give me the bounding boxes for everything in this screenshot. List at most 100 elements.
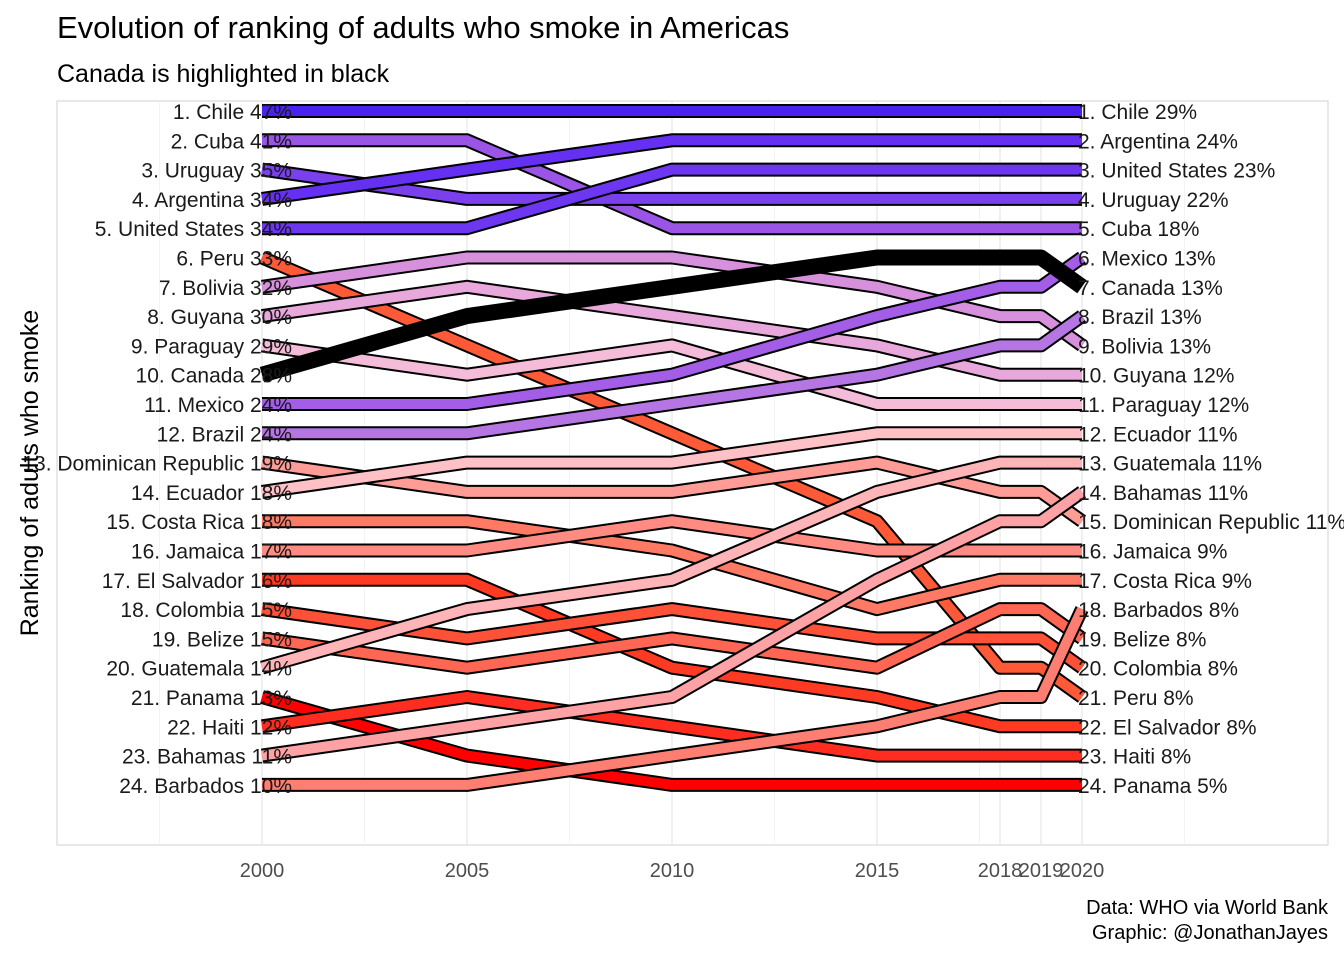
series-guyana [261,279,1082,382]
right-label: 6. Mexico 13% [1078,248,1216,271]
series-united-states [262,162,1082,236]
left-label: 17. El Salvador 16% [102,570,292,593]
series-line-uruguay [261,164,1082,204]
series-line-cuba [262,135,1082,234]
series-el-salvador [262,572,1082,734]
caption: Data: WHO via World Bank Graphic: @Jonat… [1086,896,1328,946]
series-line-guyana [261,281,1082,380]
series-line-belize [261,604,1085,673]
left-label: 9. Paraguay 29% [131,335,292,358]
right-label: 19. Belize 8% [1078,628,1206,651]
series-line-guatemala [260,457,1082,673]
series-paraguay [261,338,1082,411]
right-label: 18. Barbados 8% [1078,599,1239,622]
left-label: 23. Bahamas 11% [122,746,292,769]
series-line-paraguay [261,340,1082,409]
series-line-peru [260,252,1085,702]
left-label: 14. Ecuador 18% [131,482,292,505]
right-label: 12. Ecuador 11% [1078,423,1238,446]
right-label: 13. Guatemala 11% [1078,453,1262,476]
x-tick-label: 2000 [240,860,285,882]
right-label: 22. El Salvador 8% [1078,716,1257,739]
left-label: 13. Dominican Republic 19% [22,453,292,476]
chart-title: Evolution of ranking of adults who smoke… [57,10,790,45]
left-label: 19. Belize 15% [152,628,292,651]
left-label: 1. Chile 47% [173,101,292,124]
series-line-bolivia [261,252,1085,350]
right-label: 4. Uruguay 22% [1078,189,1229,212]
right-label: 20. Colombia 8% [1078,658,1238,681]
series-bahamas [261,486,1087,763]
left-label: 11. Mexico 24% [144,394,292,417]
series-brazil [262,310,1087,441]
series-haiti [261,690,1082,763]
right-label: 1. Chile 29% [1078,101,1197,124]
left-label: 15. Costa Rica 18% [106,511,292,534]
series-line-colombia [261,604,1085,672]
left-label: 2. Cuba 41% [171,130,292,153]
series-jamaica [262,514,1082,558]
chart-subtitle: Canada is highlighted in black [57,60,390,88]
left-label: 8. Guyana 30% [147,306,292,329]
series-mexico [262,251,1087,411]
left-label: 4. Argentina 34% [132,189,292,212]
series-line-united-states [262,164,1082,234]
left-label: 21. Panama 13% [131,687,292,710]
left-label: 22. Haiti 12% [167,716,292,739]
series-line-barbados [262,606,1087,790]
series-cuba [262,133,1082,236]
caption-credit: Graphic: @JonathanJayes [1092,922,1328,944]
series-canada [259,249,1087,383]
left-label: 12. Brazil 24% [157,423,292,446]
right-label: 2. Argentina 24% [1078,130,1238,153]
right-label: 3. United States 23% [1078,160,1275,183]
series-line-el-salvador [262,574,1082,732]
series-line-ecuador [261,428,1082,497]
right-label: 17. Costa Rica 9% [1078,570,1252,593]
series-uruguay [261,162,1082,206]
right-label: 16. Jamaica 9% [1078,541,1227,564]
right-rank-labels: 1. Chile 29% 2. Argentina 24% 3. United St… [1078,101,1344,798]
x-tick-label: 2015 [855,860,900,882]
series-line-bahamas [261,487,1085,761]
right-label: 9. Bolivia 13% [1078,335,1211,358]
left-label: 18. Colombia 15% [120,599,292,622]
series-line-argentina [261,135,1082,204]
series-colombia [261,602,1087,674]
right-label: 10. Guyana 12% [1078,365,1234,388]
right-label: 23. Haiti 8% [1078,746,1191,769]
left-label: 20. Guatemala 14% [106,658,292,681]
series-belize [261,602,1087,675]
right-label: 21. Peru 8% [1078,687,1194,710]
left-label: 3. Uruguay 35% [141,160,292,183]
left-label: 24. Barbados 10% [119,775,292,798]
series-line-costa-rica [262,516,1082,615]
caption-source: Data: WHO via World Bank [1086,897,1328,919]
right-label: 8. Brazil 13% [1078,306,1202,329]
series-argentina [261,133,1082,206]
x-tick-label: 2020 [1060,860,1105,882]
series-line-canada [259,249,1087,383]
x-tick-label: 2018 [978,860,1023,882]
left-label: 5. United States 34% [95,218,292,241]
series-ecuador [261,426,1082,499]
y-axis-label: Ranking of adults who smoke [16,310,44,637]
series-barbados [262,606,1089,792]
left-label: 10. Canada 28% [136,365,292,388]
series-bolivia [261,250,1087,352]
x-tick-label: 2010 [650,860,695,882]
right-label: 15. Dominican Republic 11% [1078,511,1344,534]
left-label: 6. Peru 33% [176,248,292,271]
series-panama [260,690,1082,792]
series-line-haiti [261,692,1082,761]
series-peru [259,251,1087,703]
x-tick-label: 2019 [1019,860,1064,882]
series-guatemala [260,455,1082,675]
left-rank-labels: 1. Chile 47% 2. Cuba 41% 3. Uruguay 35% 4. … [22,101,292,798]
right-label: 24. Panama 5% [1078,775,1227,798]
series-line-mexico [262,253,1085,409]
series-costa-rica [262,514,1082,617]
right-label: 14. Bahamas 11% [1078,482,1248,505]
